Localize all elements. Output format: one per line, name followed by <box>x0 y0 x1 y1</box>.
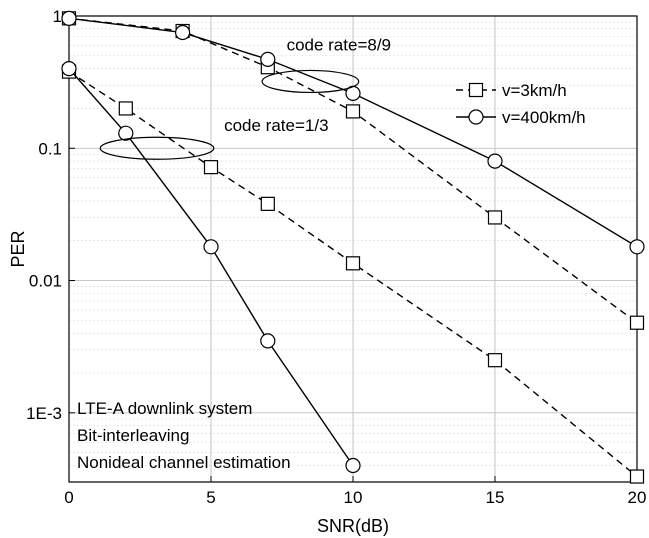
circle-marker <box>118 125 134 141</box>
y-axis-label: PER <box>8 230 28 267</box>
legend-item: v=400km/h <box>456 108 586 127</box>
series-code-rate-8-9-v-400km-h <box>61 10 645 255</box>
x-axis-label: SNR(dB) <box>317 516 389 536</box>
square-marker <box>468 82 484 98</box>
axes: 0 5 10 15 20 1 0.1 0.01 1E-3 <box>26 7 646 507</box>
x-tick-label: 5 <box>206 488 215 507</box>
square-marker <box>260 196 275 211</box>
circle-marker <box>260 51 276 67</box>
square-marker <box>118 101 133 116</box>
square-marker <box>487 353 503 368</box>
code-rate-annotation: code rate=8/9 <box>287 35 391 54</box>
x-tick-label: 0 <box>64 488 73 507</box>
x-tick-label: 20 <box>628 488 647 507</box>
square-marker <box>487 210 503 225</box>
legend-label: v=400km/h <box>502 108 586 127</box>
legend-label: v=3km/h <box>502 81 567 100</box>
legend: v=3km/h v=400km/h <box>456 81 586 127</box>
legend-item: v=3km/h <box>456 81 567 100</box>
series-line <box>68 17 638 248</box>
circle-marker <box>468 109 484 125</box>
circle-marker <box>175 24 191 41</box>
text-block: LTE-A downlink system Bit-interleaving Non… <box>77 399 291 472</box>
circle-marker <box>345 457 361 474</box>
square-marker <box>345 256 361 271</box>
square-marker <box>629 315 645 330</box>
x-tick-label: 10 <box>344 488 363 507</box>
circle-marker <box>260 333 276 349</box>
square-marker <box>629 469 645 484</box>
circle-marker <box>203 239 219 255</box>
annotation-layer: code rate=8/9 code rate=1/3 <box>224 35 391 135</box>
ellipse-layer <box>99 69 360 160</box>
y-tick-label: 0.01 <box>29 272 62 291</box>
code-rate-annotation: code rate=1/3 <box>224 116 328 135</box>
y-tick-label: 1E-3 <box>26 404 62 423</box>
group-ellipse <box>261 69 360 94</box>
y-tick-label: 0.1 <box>38 139 62 158</box>
circle-marker <box>487 153 503 169</box>
circle-marker <box>61 10 77 26</box>
y-tick-label: 1 <box>53 7 62 26</box>
circle-marker <box>629 239 645 255</box>
series-layer <box>61 10 645 484</box>
series-line <box>68 17 638 324</box>
group-ellipse <box>99 136 215 160</box>
circle-marker <box>61 61 77 77</box>
square-marker <box>345 104 361 119</box>
info-text-line: Nonideal channel estimation <box>77 453 291 472</box>
info-text-line: LTE-A downlink system <box>77 399 252 418</box>
series-code-rate-1-3-v-400km-h <box>61 61 361 474</box>
info-text-line: Bit-interleaving <box>77 426 189 445</box>
square-marker <box>203 160 219 175</box>
x-tick-label: 15 <box>486 488 505 507</box>
